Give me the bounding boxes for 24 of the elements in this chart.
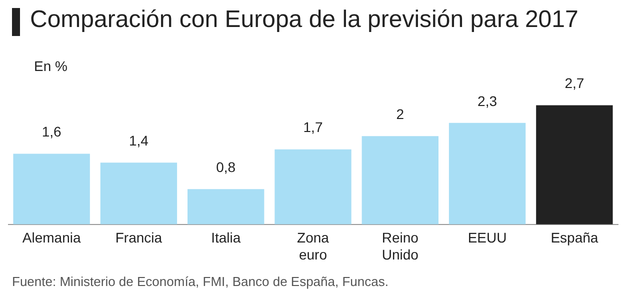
source-note: Fuente: Ministerio de Economía, FMI, Banco de España, Funcas. (12, 274, 388, 289)
data-label: 2 (396, 106, 404, 122)
bar (448, 122, 526, 224)
bar (188, 189, 264, 224)
data-label: 0,8 (216, 158, 236, 175)
data-label: 1,7 (303, 119, 323, 136)
data-label: 2,7 (564, 75, 584, 92)
x-tick-label: Alemania (22, 230, 81, 246)
bar (274, 149, 352, 224)
data-label: 2,3 (478, 92, 498, 109)
x-tick-label: Italia (211, 230, 241, 246)
data-label: 1,4 (128, 132, 149, 148)
bar (362, 136, 438, 224)
x-tick-label: Zona euro (297, 230, 330, 262)
chart-title: Comparación con Europa de la previsión para 2017 (30, 6, 578, 34)
data-label: 1,6 (42, 124, 62, 140)
x-tick-label: EEUU (468, 230, 507, 246)
y-axis-title: En % (34, 58, 68, 74)
bar (13, 154, 90, 224)
bar (100, 162, 178, 224)
x-tick-label: España (550, 230, 598, 246)
x-tick-label: Reino Unido (382, 230, 419, 262)
bar (536, 105, 613, 224)
x-tick-label: Francia (115, 230, 162, 246)
